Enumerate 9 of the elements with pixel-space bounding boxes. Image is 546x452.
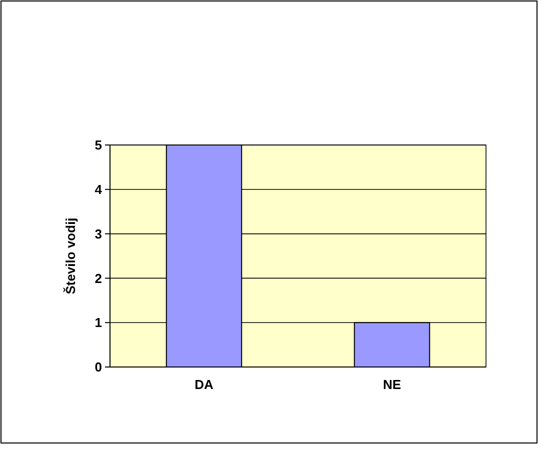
x-tick-label: DA — [194, 377, 214, 392]
x-tick-label: NE — [382, 377, 402, 392]
y-tick-label: 3 — [94, 226, 102, 242]
y-axis-title: Število vodij — [63, 218, 78, 294]
y-tick-label: 4 — [94, 182, 103, 197]
y-tick-label: 5 — [94, 138, 102, 153]
y-tick-label: 0 — [94, 360, 102, 375]
y-tick-label: 1 — [94, 315, 102, 330]
y-tick-label: 2 — [94, 270, 102, 286]
